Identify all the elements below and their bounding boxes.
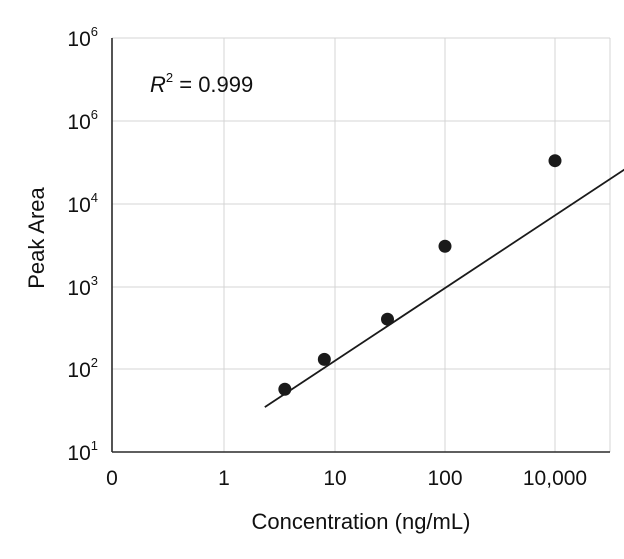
data-point	[317, 352, 331, 366]
data-point	[438, 239, 452, 253]
data-point	[380, 312, 394, 326]
regression-line	[264, 168, 624, 408]
y-tick-label: 101	[67, 438, 98, 465]
x-tick-label: 100	[427, 467, 462, 490]
y-tick-label: 103	[67, 273, 98, 300]
x-tick-labels: 0 1 10 100 10,000	[106, 467, 587, 490]
y-tick-label: 106	[67, 24, 98, 51]
y-tick-labels: 101 102 103 104 106 106	[67, 24, 98, 465]
y-tick-label: 106	[67, 107, 98, 134]
x-tick-label: 1	[218, 467, 230, 490]
y-tick-label: 104	[67, 190, 98, 217]
regression-line-group	[264, 168, 624, 408]
x-tick-label: 10	[323, 467, 346, 490]
r-squared-annotation: R2 = 0.999	[150, 70, 253, 97]
data-points	[278, 154, 562, 396]
grid-lines	[112, 37, 611, 452]
data-point	[548, 154, 562, 168]
data-point	[278, 382, 292, 396]
x-axis-title: Concentration (ng/mL)	[252, 509, 471, 534]
x-tick-label: 0	[106, 467, 118, 490]
axes	[111, 38, 610, 453]
x-tick-label: 10,000	[523, 467, 587, 490]
y-tick-label: 102	[67, 355, 98, 382]
y-axis-title: Peak Area	[24, 186, 49, 288]
